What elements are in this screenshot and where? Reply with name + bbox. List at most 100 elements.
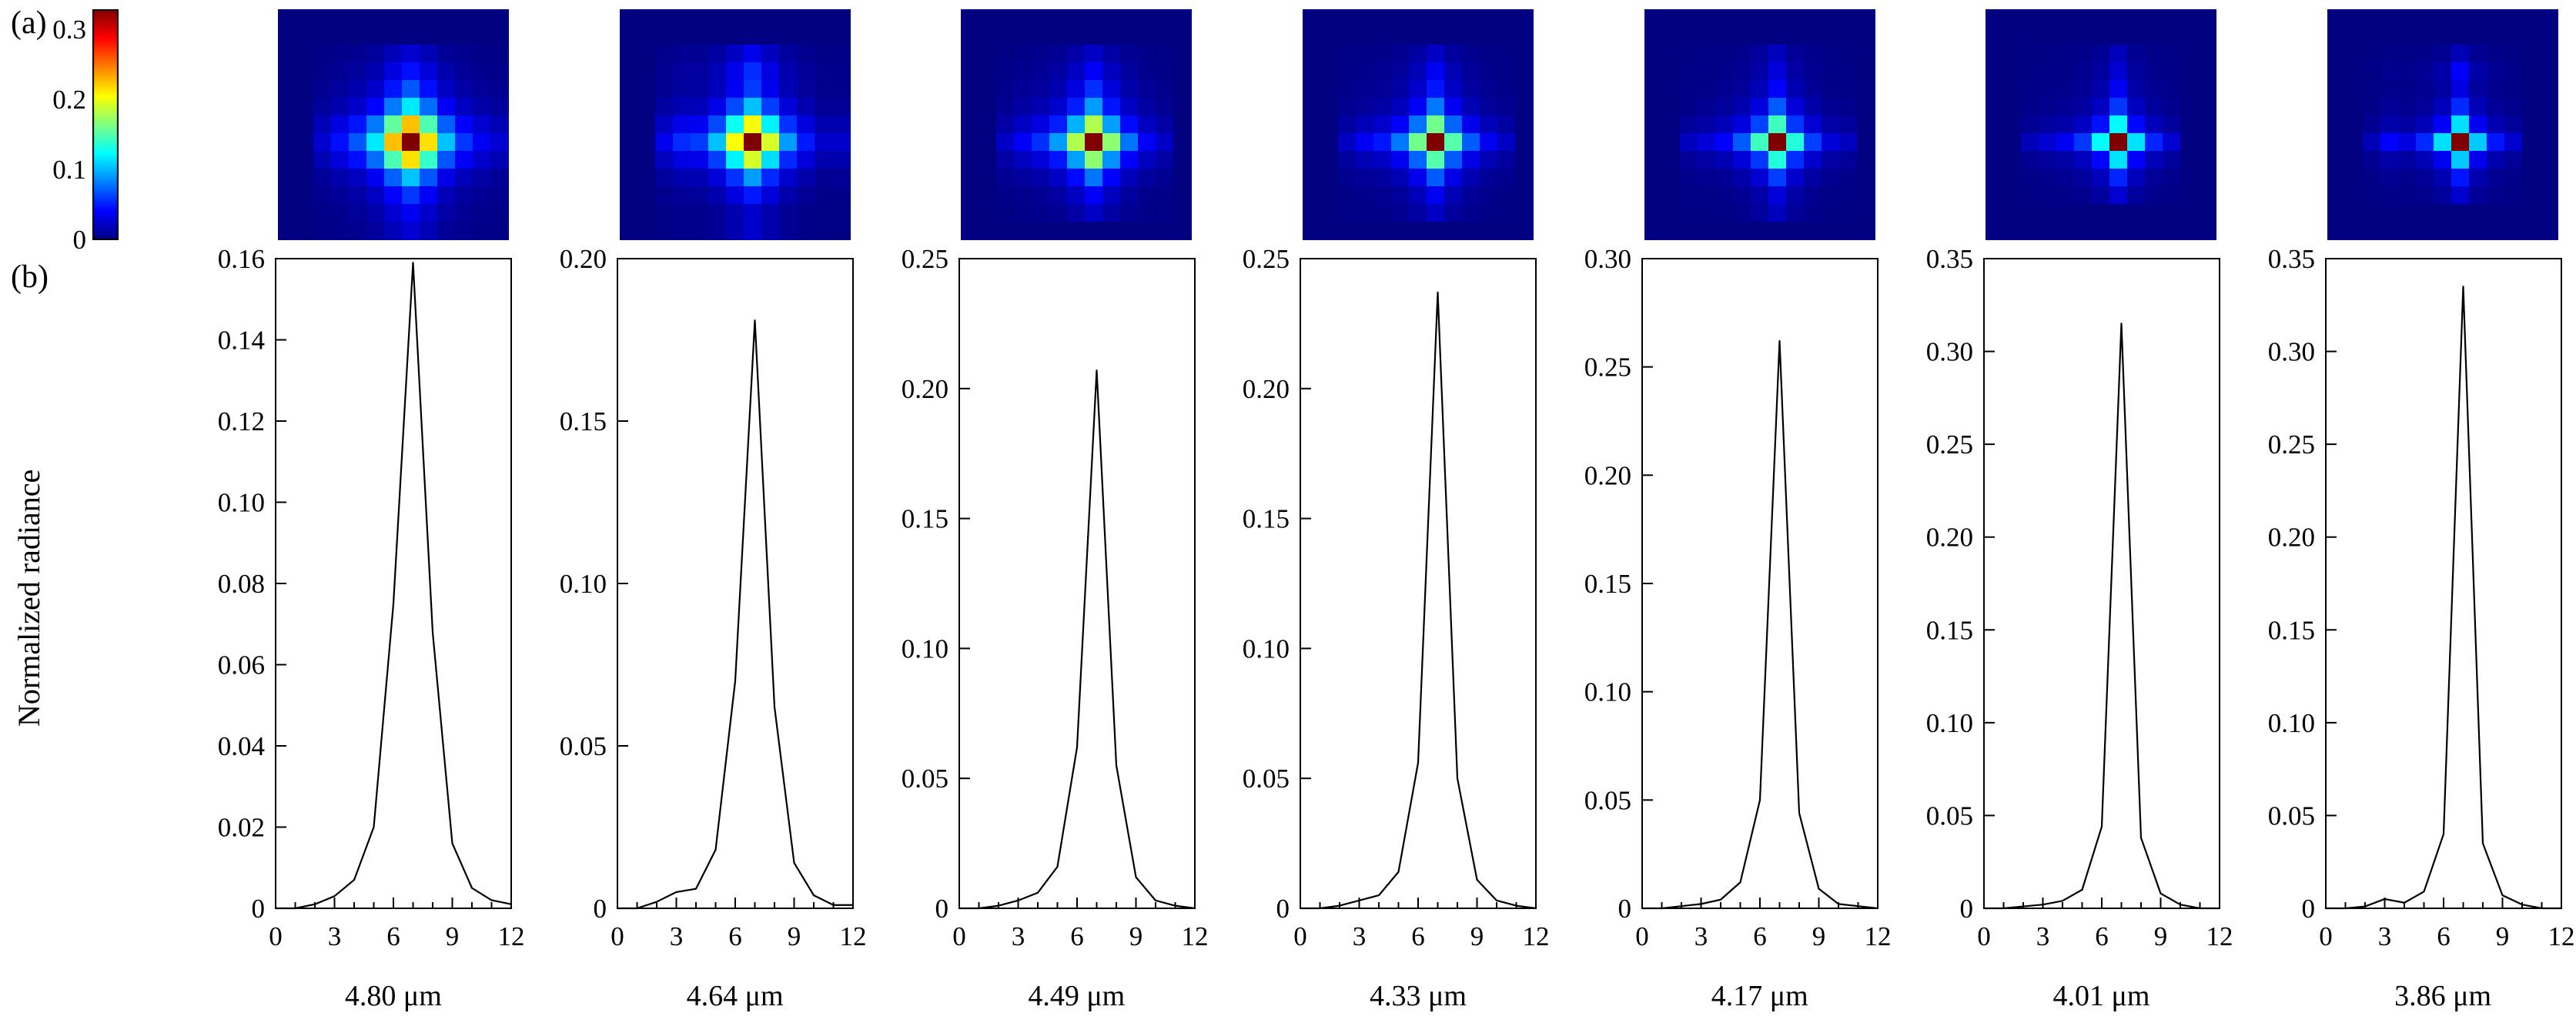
y-tick-label: 0.10 [1243, 634, 1290, 664]
y-tick-label: 0.15 [560, 406, 607, 436]
y-tick-label: 0.05 [560, 731, 607, 761]
y-tick-label: 0 [2301, 894, 2315, 924]
x-tick-label: 3 [1353, 921, 1367, 951]
x-tick-label: 12 [2206, 921, 2233, 951]
y-tick-label: 0.05 [1926, 801, 1973, 831]
wavelength-column: 0 3 6 9 12 0 0.02 0.04 0.06 0.08 0.10 0.12 0.14 0.16 … [185, 0, 527, 1023]
y-tick-label: 0 [1959, 894, 1973, 924]
x-tick-label: 9 [1129, 921, 1143, 951]
colorbar-tick-label: 0.3 [52, 15, 86, 45]
y-tick-label: 0.25 [1584, 353, 1631, 383]
profile-plot: 0 3 6 9 12 0 0.05 0.10 0.15 0.20 0.25 0.30 [1584, 246, 1892, 951]
x-tick-label: 6 [1412, 921, 1426, 951]
radiance-curve [1983, 323, 2220, 910]
wavelength-column: 0 3 6 9 12 0 0.05 0.10 0.15 0.20 0.25 4.33 μm [1209, 0, 1551, 1023]
y-tick-label: 0.10 [218, 488, 265, 518]
x-tick-label: 9 [446, 921, 460, 951]
x-tick-label: 0 [2319, 921, 2333, 951]
wavelength-label: 4.33 μm [1370, 980, 1467, 1012]
colorbar-gradient [92, 9, 119, 240]
y-tick-label: 0.30 [1584, 246, 1631, 274]
plot-frame [617, 258, 855, 909]
y-tick-label: 0.20 [1926, 523, 1973, 553]
psf-heatmap [2327, 9, 2559, 240]
y-tick-label: 0.30 [1926, 337, 1973, 367]
radiance-curve [1300, 291, 1537, 910]
wavelength-label: 4.80 μm [344, 980, 442, 1012]
x-tick-label: 12 [1523, 921, 1550, 951]
profile-plot: 0 3 6 9 12 0 0.05 0.10 0.15 0.20 0.25 0.30 0.35 [2267, 246, 2574, 951]
x-tick-label: 12 [1181, 921, 1208, 951]
x-tick-label: 6 [387, 921, 401, 951]
wavelength-label: 4.01 μm [2052, 980, 2150, 1012]
y-tick-label: 0.08 [218, 569, 265, 599]
plot-frame [958, 258, 1196, 909]
psf-heatmap [619, 9, 851, 240]
y-tick-label: 0.15 [1926, 615, 1973, 645]
y-tick-label: 0.20 [1243, 374, 1290, 404]
x-tick-label: 0 [269, 921, 283, 951]
colorbar-tick-label: 0 [72, 225, 87, 255]
wavelength-label: 4.49 μm [1028, 980, 1126, 1012]
radiance-curve [276, 262, 512, 910]
x-tick-label: 3 [2377, 921, 2391, 951]
x-tick-label: 12 [498, 921, 525, 951]
plot-frame [275, 258, 513, 909]
x-tick-label: 6 [2095, 921, 2109, 951]
wavelength-column: 0 3 6 9 12 0 0.05 0.10 0.15 0.20 0.25 0.30 4.17 μm [1551, 0, 1893, 1023]
wavelength-column: 0 3 6 9 12 0 0.05 0.10 0.15 0.20 4.64 μm [527, 0, 868, 1023]
psf-heatmap [1644, 9, 1875, 240]
left-gutter: (a) 0 0.1 0.2 0.3 (b) Normalized radiance [0, 0, 185, 1023]
x-tick-label: 9 [1812, 921, 1826, 951]
y-tick-label: 0.30 [2267, 337, 2314, 367]
plot-frame [1641, 258, 1879, 909]
y-tick-label: 0.20 [902, 374, 948, 404]
x-tick-label: 3 [670, 921, 684, 951]
y-tick-label: 0.10 [1926, 708, 1973, 738]
colorbar: 0 0.1 0.2 0.3 [0, 9, 185, 255]
y-tick-label: 0.05 [2267, 801, 2314, 831]
x-tick-label: 6 [1070, 921, 1084, 951]
y-axis-label: Normalized radiance [12, 469, 46, 727]
y-tick-label: 0 [1618, 894, 1632, 924]
x-tick-label: 12 [1865, 921, 1892, 951]
x-tick-label: 0 [1977, 921, 1991, 951]
profile-plot: 0 3 6 9 12 0 0.05 0.10 0.15 0.20 [560, 246, 867, 951]
x-tick-label: 3 [328, 921, 342, 951]
y-tick-label: 0.10 [2267, 708, 2314, 738]
psf-image-wrap [2327, 0, 2559, 246]
profile-plot: 0 3 6 9 12 0 0.05 0.10 0.15 0.20 0.25 [1243, 246, 1550, 951]
y-tick-label: 0.14 [218, 326, 265, 356]
y-tick-label: 0.10 [1584, 677, 1631, 707]
wavelength-label: 4.17 μm [1711, 980, 1808, 1012]
y-tick-label: 0.20 [560, 246, 607, 274]
y-tick-label: 0.20 [2267, 523, 2314, 553]
radiance-curve [617, 319, 854, 910]
wavelength-label: 4.64 μm [686, 980, 784, 1012]
y-tick-label: 0.10 [902, 634, 948, 664]
psf-image-wrap [1302, 0, 1534, 246]
psf-heatmap [961, 9, 1193, 240]
colorbar-tick-label: 0.2 [52, 85, 86, 115]
y-tick-label: 0.35 [1926, 246, 1973, 274]
profile-plot: 0 3 6 9 12 0 0.05 0.10 0.15 0.20 0.25 [902, 246, 1209, 951]
y-tick-label: 0.25 [2267, 430, 2314, 460]
x-tick-label: 6 [1753, 921, 1767, 951]
radiance-curve [1642, 339, 1878, 910]
y-tick-label: 0.05 [1243, 764, 1290, 794]
y-tick-label: 0.15 [1584, 569, 1631, 599]
x-tick-label: 0 [1635, 921, 1649, 951]
y-tick-label: 0.05 [902, 764, 948, 794]
psf-heatmap [1302, 9, 1534, 240]
y-tick-label: 0.10 [560, 569, 607, 599]
radiance-curve [2325, 286, 2561, 910]
wavelength-column: 0 3 6 9 12 0 0.05 0.10 0.15 0.20 0.25 0.30 0.35 4.01… [1893, 0, 2235, 1023]
y-tick-label: 0.15 [902, 504, 948, 534]
y-tick-label: 0.12 [218, 406, 265, 436]
x-tick-label: 0 [1294, 921, 1308, 951]
y-tick-label: 0 [1276, 894, 1290, 924]
y-tick-label: 0.20 [1584, 460, 1631, 490]
y-tick-label: 0.05 [1584, 785, 1631, 815]
x-tick-label: 12 [840, 921, 867, 951]
y-tick-label: 0 [252, 894, 266, 924]
